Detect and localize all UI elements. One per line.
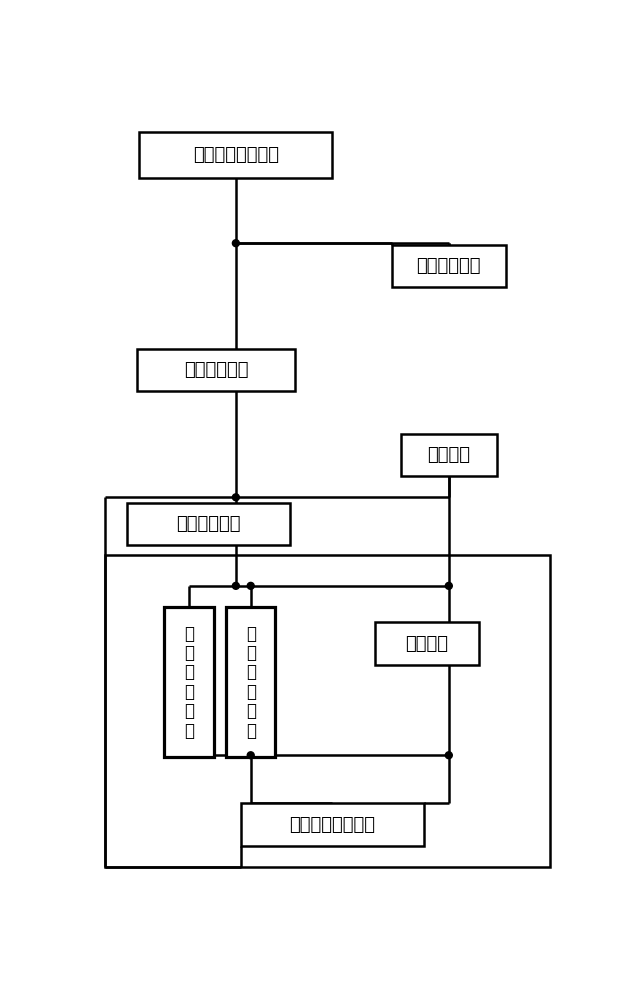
Text: 第一电压控制单元: 第一电压控制单元 xyxy=(193,146,279,164)
Text: 第二存储单元: 第二存储单元 xyxy=(176,515,241,533)
FancyBboxPatch shape xyxy=(374,622,479,665)
Text: 发光控制单元: 发光控制单元 xyxy=(417,257,481,275)
Ellipse shape xyxy=(445,582,452,589)
Ellipse shape xyxy=(233,240,240,247)
FancyBboxPatch shape xyxy=(392,245,506,287)
FancyBboxPatch shape xyxy=(164,607,213,757)
FancyBboxPatch shape xyxy=(241,803,424,846)
Ellipse shape xyxy=(233,582,240,589)
FancyBboxPatch shape xyxy=(127,503,290,545)
FancyBboxPatch shape xyxy=(137,349,295,391)
Text: 第二电压控制单元: 第二电压控制单元 xyxy=(289,816,376,834)
Text: 第
二
发
光
单
元: 第 二 发 光 单 元 xyxy=(246,625,256,740)
Ellipse shape xyxy=(247,582,254,589)
Ellipse shape xyxy=(233,494,240,501)
FancyBboxPatch shape xyxy=(401,434,497,476)
Ellipse shape xyxy=(247,752,254,759)
FancyBboxPatch shape xyxy=(139,132,332,178)
FancyBboxPatch shape xyxy=(226,607,275,757)
Text: 第
一
发
光
单
元: 第 一 发 光 单 元 xyxy=(184,625,194,740)
Ellipse shape xyxy=(445,752,452,759)
Text: 充电单元: 充电单元 xyxy=(405,635,448,653)
Text: 驱动单元: 驱动单元 xyxy=(427,446,470,464)
Text: 第一存储单元: 第一存储单元 xyxy=(184,361,249,379)
